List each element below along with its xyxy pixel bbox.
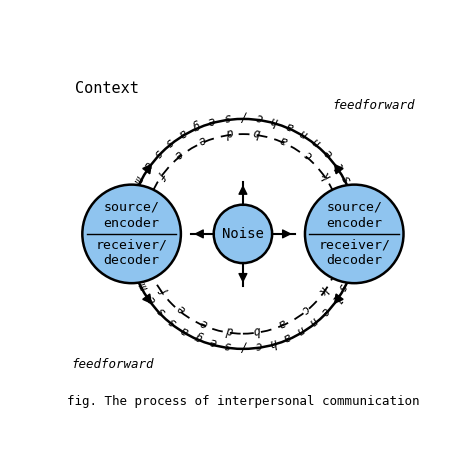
Text: e: e <box>206 113 217 128</box>
Circle shape <box>82 185 181 283</box>
Circle shape <box>214 205 272 263</box>
Text: s: s <box>155 304 169 318</box>
Text: a: a <box>278 132 290 147</box>
Text: source/
encoder: source/ encoder <box>104 201 160 230</box>
Text: g: g <box>191 118 202 133</box>
Text: s: s <box>335 280 349 293</box>
Text: e: e <box>171 147 185 162</box>
Text: m: m <box>131 173 146 185</box>
Text: receiver/
decoder: receiver/ decoder <box>318 238 390 267</box>
Text: /: / <box>239 109 246 122</box>
Text: m: m <box>137 280 151 293</box>
Text: f: f <box>156 283 171 296</box>
Text: c: c <box>301 147 315 162</box>
Text: b: b <box>253 125 261 139</box>
Text: e: e <box>175 301 189 316</box>
Text: f: f <box>151 168 166 182</box>
Text: d: d <box>225 125 233 139</box>
Circle shape <box>305 185 403 283</box>
Text: e: e <box>196 132 208 147</box>
Text: s: s <box>150 146 164 160</box>
Text: feedforward: feedforward <box>332 99 414 112</box>
Polygon shape <box>143 294 151 303</box>
Text: n: n <box>294 322 307 337</box>
Polygon shape <box>143 164 151 174</box>
Text: receiver/
decoder: receiver/ decoder <box>96 238 168 267</box>
Text: a: a <box>179 322 191 337</box>
Text: n: n <box>310 135 324 149</box>
Text: k: k <box>319 168 335 182</box>
Polygon shape <box>335 294 343 303</box>
Text: e: e <box>321 146 336 160</box>
Text: h: h <box>269 113 280 128</box>
Text: e: e <box>145 292 159 306</box>
Text: a: a <box>176 126 189 140</box>
Text: Context: Context <box>75 81 139 96</box>
Text: k: k <box>315 283 329 296</box>
Text: c: c <box>255 110 263 124</box>
Text: e: e <box>208 335 218 349</box>
Text: s: s <box>339 173 355 185</box>
Text: e: e <box>317 304 331 318</box>
Text: n: n <box>297 126 310 140</box>
Text: /: / <box>239 339 246 353</box>
Text: n: n <box>306 314 320 328</box>
Circle shape <box>305 185 403 283</box>
Text: source/
encoder: source/ encoder <box>326 201 382 230</box>
Text: feedforward: feedforward <box>72 358 154 371</box>
Text: l: l <box>327 292 341 306</box>
Polygon shape <box>335 164 343 174</box>
Text: s: s <box>223 110 231 124</box>
Text: g: g <box>193 329 205 344</box>
Text: a: a <box>281 329 293 344</box>
Text: Noise: Noise <box>222 227 264 241</box>
Text: fig. The process of interpersonal communication: fig. The process of interpersonal commun… <box>67 395 419 408</box>
Text: e: e <box>198 315 210 330</box>
Text: c: c <box>297 301 311 316</box>
Text: s: s <box>162 135 176 149</box>
Text: c: c <box>254 338 263 352</box>
Circle shape <box>214 205 272 263</box>
Circle shape <box>82 185 181 283</box>
Text: s: s <box>223 338 232 352</box>
Text: s: s <box>166 314 180 328</box>
Text: e: e <box>140 158 155 172</box>
Text: b: b <box>252 323 261 337</box>
Text: a: a <box>276 315 288 330</box>
Text: a: a <box>283 118 295 133</box>
Text: h: h <box>268 335 278 349</box>
Text: l: l <box>331 158 346 172</box>
Text: d: d <box>225 323 234 337</box>
